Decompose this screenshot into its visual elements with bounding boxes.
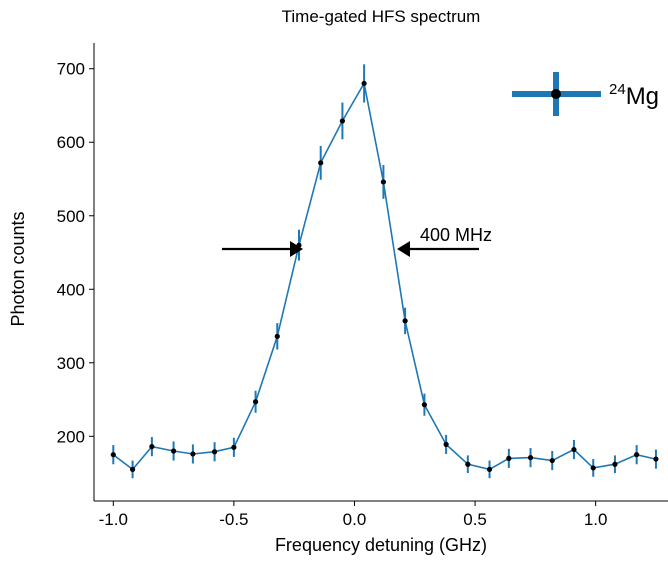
axes xyxy=(93,43,668,502)
data-point xyxy=(110,452,116,458)
data-point xyxy=(361,80,367,87)
data-point xyxy=(380,179,387,185)
data-point xyxy=(612,461,618,467)
series-line-24mg xyxy=(112,81,657,471)
data-point xyxy=(571,446,577,453)
y-ticks: 200 300 400 500 600 700 xyxy=(57,60,94,446)
data-point xyxy=(590,465,596,471)
data-point xyxy=(129,466,136,472)
y-tick-label: 500 xyxy=(57,207,85,226)
y-axis-label: Photon counts xyxy=(8,211,28,326)
data-point xyxy=(149,443,155,450)
fwhm-annotation: 400 MHz xyxy=(222,225,492,257)
right-arrow-head xyxy=(397,241,410,257)
legend-marker xyxy=(551,89,561,99)
legend-label: 24Mg xyxy=(609,81,659,110)
data-point xyxy=(465,461,471,467)
data-point xyxy=(252,399,259,405)
data-point xyxy=(274,333,280,339)
legend-label-element: Mg xyxy=(626,83,659,110)
legend: 24Mg xyxy=(512,72,659,116)
x-ticks: -1.0 -0.5 0.0 0.5 1.0 xyxy=(99,501,608,529)
data-point xyxy=(231,444,237,450)
data-point xyxy=(318,160,324,166)
data-point xyxy=(549,457,555,464)
data-point xyxy=(421,402,428,408)
data-point xyxy=(634,452,640,458)
fwhm-label: 400 MHz xyxy=(420,225,492,245)
data-point xyxy=(527,455,534,461)
data-point xyxy=(653,456,659,462)
y-tick-label: 400 xyxy=(57,280,85,299)
left-arrow-head xyxy=(290,241,303,257)
data-point xyxy=(190,451,196,457)
x-tick-label: 1.0 xyxy=(584,510,608,529)
data-point xyxy=(211,449,218,455)
data-point xyxy=(402,318,408,324)
y-tick-label: 200 xyxy=(57,427,85,446)
legend-label-superscript: 24 xyxy=(609,81,626,98)
x-tick-label: 0.0 xyxy=(343,510,367,529)
chart-title: Time-gated HFS spectrum xyxy=(282,7,481,26)
data-point xyxy=(443,441,449,447)
data-point xyxy=(339,118,346,124)
y-tick-label: 700 xyxy=(57,60,85,79)
x-axis-label: Frequency detuning (GHz) xyxy=(275,535,487,555)
y-tick-label: 300 xyxy=(57,354,85,373)
data-point xyxy=(486,466,493,472)
x-tick-label: -0.5 xyxy=(219,510,248,529)
data-points xyxy=(110,80,659,472)
data-point xyxy=(170,448,177,454)
error-bars xyxy=(112,64,657,479)
x-tick-label: 0.5 xyxy=(463,510,487,529)
data-point xyxy=(506,455,512,461)
x-tick-label: -1.0 xyxy=(99,510,128,529)
y-tick-label: 600 xyxy=(57,133,85,152)
